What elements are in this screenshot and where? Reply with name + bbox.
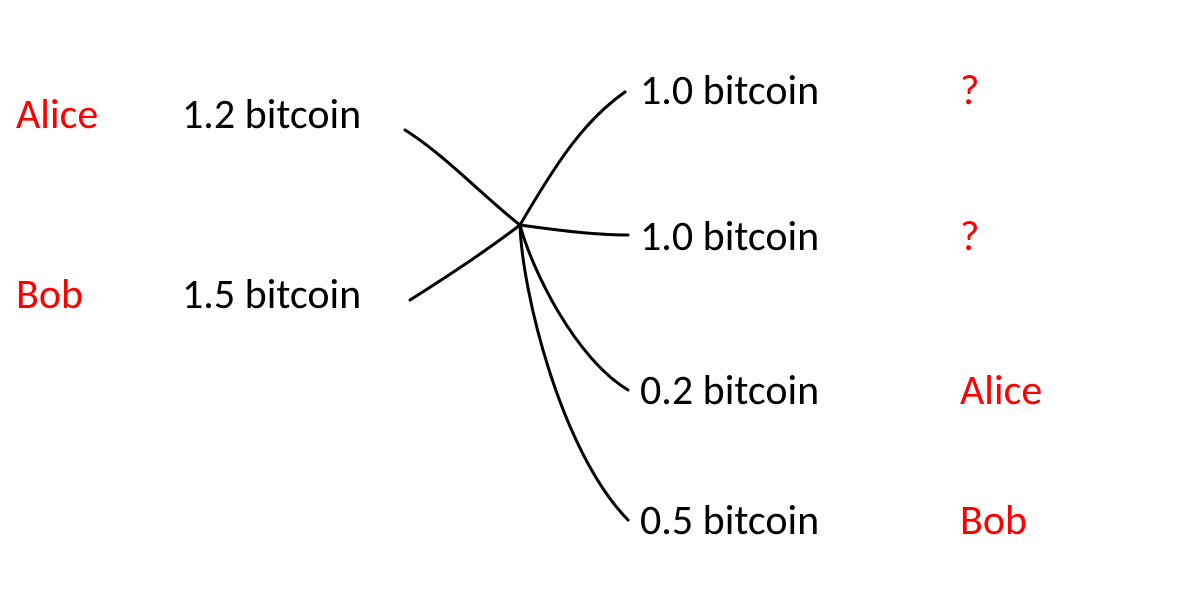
node-out2-amt: 1.0 bitcoin <box>640 216 819 258</box>
node-out3-amt: 0.2 bitcoin <box>640 370 819 412</box>
node-out3-who: Alice <box>960 370 1042 412</box>
node-alice-in-name: Alice <box>16 94 98 136</box>
edge-0 <box>405 130 520 225</box>
node-alice-in-amt: 1.2 bitcoin <box>182 94 361 136</box>
edge-3 <box>520 225 628 235</box>
node-out1-who: ? <box>960 70 979 112</box>
node-out4-amt: 0.5 bitcoin <box>640 500 819 542</box>
edge-2 <box>520 92 625 225</box>
edge-1 <box>410 225 520 300</box>
node-out1-amt: 1.0 bitcoin <box>640 70 819 112</box>
diagram-canvas: Alice 1.2 bitcoin Bob 1.5 bitcoin 1.0 bitcoi… <box>0 0 1200 590</box>
node-bob-in-name: Bob <box>16 274 83 316</box>
node-bob-in-amt: 1.5 bitcoin <box>182 274 361 316</box>
edge-4 <box>520 225 628 390</box>
node-out4-who: Bob <box>960 500 1027 542</box>
node-out2-who: ? <box>960 216 979 258</box>
